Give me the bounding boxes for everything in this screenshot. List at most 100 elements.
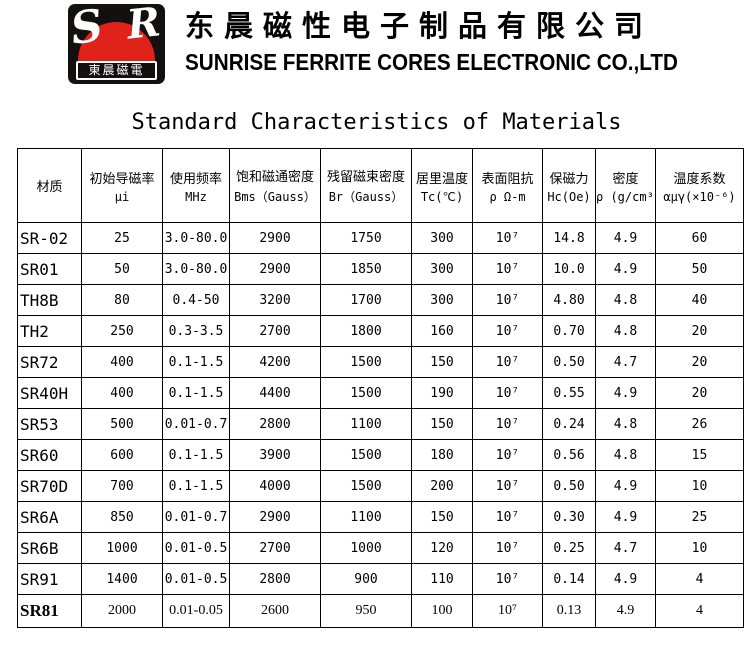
material-name-cell: SR-02 — [17, 222, 82, 254]
column-header-unit: ρ (g/cm³) — [596, 189, 656, 204]
table-row: TH2 250 0.3-3.5 2700 1800 160 10⁷ 0.70 4.8 20 — [17, 315, 744, 347]
column-header: 使用频率 MHz — [162, 148, 230, 223]
column-header: 居里温度 Tc(℃) — [411, 148, 473, 223]
table-row: SR6B 1000 0.01-0.5 2700 1000 120 10⁷ 0.25 4.7 10 — [17, 532, 744, 564]
material-name-cell: SR70D — [17, 470, 82, 502]
value-cell: 26 — [655, 408, 744, 440]
value-cell: 10⁷ — [472, 594, 543, 628]
value-cell: 15 — [655, 439, 744, 471]
column-header-unit: Hc(Oe) — [547, 189, 591, 204]
value-cell: 25 — [655, 501, 744, 533]
column-header-unit: Bms（Gauss） — [234, 190, 316, 204]
value-cell: 4.9 — [595, 470, 656, 502]
value-cell: 0.70 — [542, 315, 596, 347]
table-row: TH8B 80 0.4-50 3200 1700 300 10⁷ 4.80 4.8 40 — [17, 284, 744, 316]
company-name-block: 东晨磁性电子制品有限公司 SUNRISE FERRITE CORES ELECT… — [185, 4, 733, 76]
logo-badge-text: 東晨磁電 — [76, 61, 157, 80]
material-name-cell: SR91 — [17, 563, 82, 595]
table-row: SR60 600 0.1-1.5 3900 1500 180 10⁷ 0.56 4.8 15 — [17, 439, 744, 471]
logo-letter-s: S — [68, 4, 107, 55]
table-row: SR40H 400 0.1-1.5 4400 1500 190 10⁷ 0.55 4.9 20 — [17, 377, 744, 409]
column-header: 初始导磁率 μi — [81, 148, 163, 223]
value-cell: 100 — [411, 594, 473, 628]
column-header-unit: ρ Ω-m — [489, 189, 526, 204]
value-cell: 0.01-0.5 — [162, 563, 230, 595]
table-row: SR72 400 0.1-1.5 4200 1500 150 10⁷ 0.50 4.7 20 — [17, 346, 744, 378]
table-row: SR81 2000 0.01-0.05 2600 950 100 10⁷ 0.13 4.9 4 — [17, 594, 744, 628]
value-cell: 0.30 — [542, 501, 596, 533]
value-cell: 2800 — [229, 563, 321, 595]
value-cell: 400 — [81, 377, 163, 409]
column-header: 密度 ρ (g/cm³) — [595, 148, 656, 223]
value-cell: 80 — [81, 284, 163, 316]
company-name-zh: 东晨磁性电子制品有限公司 — [185, 11, 654, 43]
value-cell: 0.14 — [542, 563, 596, 595]
value-cell: 4.7 — [595, 532, 656, 564]
value-cell: 10⁷ — [472, 532, 543, 564]
value-cell: 2900 — [229, 501, 321, 533]
value-cell: 10⁷ — [472, 315, 543, 347]
value-cell: 2600 — [229, 594, 321, 628]
value-cell: 1100 — [320, 501, 412, 533]
value-cell: 200 — [411, 470, 473, 502]
value-cell: 700 — [81, 470, 163, 502]
column-header-zh: 使用频率 — [169, 171, 222, 187]
column-header-unit: μi — [114, 189, 130, 204]
value-cell: 1800 — [320, 315, 412, 347]
column-header-zh: 初始导磁率 — [89, 171, 155, 187]
value-cell: 2700 — [229, 532, 321, 564]
value-cell: 180 — [411, 439, 473, 471]
value-cell: 0.55 — [542, 377, 596, 409]
value-cell: 10⁷ — [472, 563, 543, 595]
value-cell: 4 — [655, 563, 744, 595]
value-cell: 2900 — [229, 222, 321, 254]
value-cell: 10 — [655, 532, 744, 564]
material-name-cell: SR01 — [17, 253, 82, 285]
value-cell: 10⁷ — [472, 222, 543, 254]
column-header: 保磁力 Hc(Oe) — [542, 148, 596, 223]
value-cell: 10⁷ — [472, 470, 543, 502]
company-logo: S R 東晨磁電 — [68, 4, 165, 84]
value-cell: 4.8 — [595, 408, 656, 440]
value-cell: 1500 — [320, 439, 412, 471]
table-row: SR53 500 0.01-0.7 2800 1100 150 10⁷ 0.24 4.8 26 — [17, 408, 744, 440]
value-cell: 150 — [411, 501, 473, 533]
value-cell: 500 — [81, 408, 163, 440]
value-cell: 10⁷ — [472, 439, 543, 471]
value-cell: 10⁷ — [472, 408, 543, 440]
value-cell: 4.9 — [595, 594, 656, 628]
value-cell: 950 — [320, 594, 412, 628]
material-name-cell: SR60 — [17, 439, 82, 471]
value-cell: 10⁷ — [472, 346, 543, 378]
column-header-zh: 表面阻抗 — [481, 171, 534, 187]
value-cell: 4.9 — [595, 253, 656, 285]
value-cell: 0.3-3.5 — [162, 315, 230, 347]
value-cell: 10⁷ — [472, 377, 543, 409]
table-row: SR6A 850 0.01-0.7 2900 1100 150 10⁷ 0.30 4.9 25 — [17, 501, 744, 533]
column-header: 温度系数 αμγ(×10⁻⁶) — [655, 148, 744, 223]
material-name-cell: SR53 — [17, 408, 82, 440]
table-row: SR01 50 3.0-80.0 2900 1850 300 10⁷ 10.0 4.9 50 — [17, 253, 744, 285]
value-cell: 2900 — [229, 253, 321, 285]
column-header: 材质 — [17, 148, 82, 223]
company-header: S R 東晨磁電 东晨磁性电子制品有限公司 SUNRISE FERRITE CO… — [68, 4, 733, 84]
column-header-unit: Br（Gauss） — [328, 190, 404, 204]
value-cell: 40 — [655, 284, 744, 316]
value-cell: 900 — [320, 563, 412, 595]
column-header-zh: 居里温度 — [415, 171, 468, 187]
value-cell: 10 — [655, 470, 744, 502]
value-cell: 1500 — [320, 470, 412, 502]
value-cell: 2700 — [229, 315, 321, 347]
value-cell: 1500 — [320, 346, 412, 378]
materials-table-head: 材质 初始导磁率 μi 使用频率 MHz 饱和磁通密度 Bms（Gauss） 残留磁束密度 Br… — [17, 148, 744, 223]
value-cell: 0.24 — [542, 408, 596, 440]
value-cell: 250 — [81, 315, 163, 347]
column-header-unit: αμγ(×10⁻⁶) — [663, 189, 736, 204]
value-cell: 50 — [655, 253, 744, 285]
value-cell: 150 — [411, 408, 473, 440]
value-cell: 4.9 — [595, 563, 656, 595]
column-header-unit: MHz — [185, 189, 207, 204]
value-cell: 0.1-1.5 — [162, 377, 230, 409]
value-cell: 20 — [655, 377, 744, 409]
value-cell: 4400 — [229, 377, 321, 409]
